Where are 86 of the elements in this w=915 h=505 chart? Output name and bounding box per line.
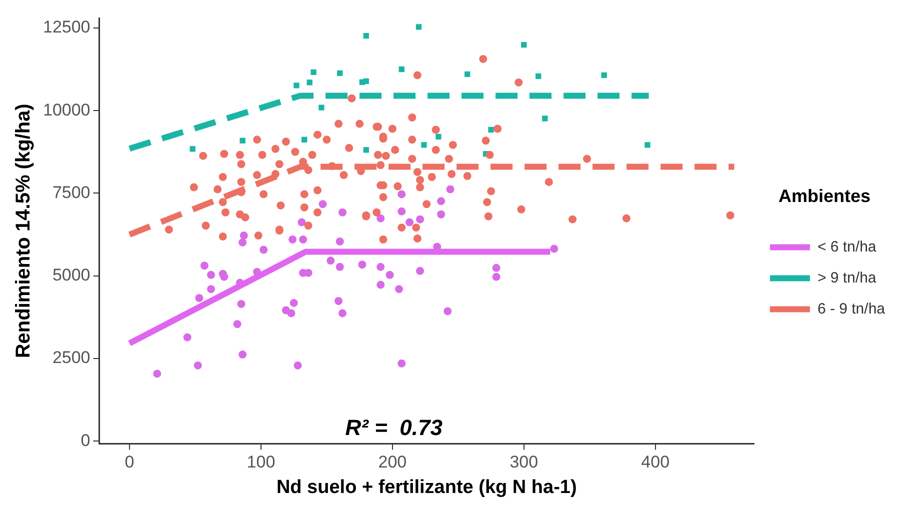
point bbox=[395, 285, 404, 294]
point bbox=[294, 82, 300, 88]
x-tick-label: 300 bbox=[510, 452, 538, 472]
y-tick-label: 0 bbox=[80, 430, 90, 450]
point bbox=[299, 235, 308, 244]
point bbox=[644, 142, 650, 148]
point bbox=[416, 266, 424, 275]
point bbox=[416, 215, 424, 224]
point bbox=[492, 264, 500, 272]
point bbox=[436, 134, 442, 140]
point bbox=[190, 146, 196, 152]
y-tick-label: 12500 bbox=[42, 18, 90, 37]
point bbox=[376, 214, 385, 222]
point bbox=[446, 185, 454, 194]
legend-title: Ambientes bbox=[778, 186, 870, 206]
point bbox=[318, 200, 327, 208]
point bbox=[310, 69, 316, 76]
point bbox=[238, 350, 247, 359]
point bbox=[306, 80, 312, 86]
point bbox=[260, 246, 268, 254]
point bbox=[195, 294, 204, 302]
point bbox=[338, 309, 346, 318]
y-axis-title: Rendimiento 14.5% (kg/ha) bbox=[12, 104, 35, 358]
point bbox=[298, 218, 306, 226]
point bbox=[492, 272, 500, 281]
point bbox=[240, 232, 248, 240]
point bbox=[302, 136, 308, 142]
point bbox=[318, 104, 324, 110]
point bbox=[238, 238, 247, 246]
point bbox=[207, 270, 216, 279]
point bbox=[237, 300, 246, 308]
x-tick-label: 400 bbox=[641, 452, 670, 472]
point bbox=[153, 370, 162, 378]
point bbox=[398, 207, 406, 216]
y-tick-label: 10000 bbox=[42, 100, 90, 120]
point bbox=[288, 235, 297, 244]
point bbox=[200, 262, 208, 270]
point bbox=[444, 307, 452, 316]
point bbox=[398, 190, 406, 198]
point bbox=[398, 66, 404, 72]
point bbox=[416, 24, 422, 30]
x-tick-label: 0 bbox=[124, 452, 134, 472]
point bbox=[406, 218, 414, 226]
legend-label: 6 - 9 tn/ha bbox=[817, 300, 886, 318]
y-tick-label: 5000 bbox=[52, 266, 90, 285]
point bbox=[601, 72, 607, 78]
point bbox=[207, 285, 216, 294]
point bbox=[220, 272, 228, 281]
point bbox=[287, 309, 296, 318]
annotation: R² = 0.73 bbox=[345, 414, 442, 440]
point bbox=[386, 270, 394, 279]
point bbox=[437, 197, 446, 206]
point bbox=[338, 208, 346, 216]
point bbox=[398, 359, 406, 368]
point bbox=[376, 262, 385, 271]
x-tick-label: 100 bbox=[246, 452, 276, 472]
x-tick-label: 200 bbox=[378, 452, 407, 472]
point bbox=[336, 262, 344, 271]
point bbox=[521, 42, 527, 48]
point bbox=[233, 320, 242, 328]
y-tick-label: 2500 bbox=[52, 348, 90, 368]
point bbox=[334, 296, 343, 305]
point bbox=[363, 147, 369, 153]
point bbox=[363, 33, 369, 39]
point bbox=[290, 298, 298, 307]
point bbox=[536, 73, 542, 80]
point bbox=[358, 260, 366, 269]
point bbox=[326, 256, 335, 265]
point bbox=[376, 280, 385, 289]
point bbox=[421, 142, 427, 148]
legend-label: > 9 tn/ha bbox=[817, 269, 877, 286]
point bbox=[194, 361, 202, 370]
point bbox=[437, 210, 446, 218]
legend-label: < 6 tn/ha bbox=[817, 238, 877, 256]
point bbox=[542, 116, 548, 122]
point bbox=[488, 126, 494, 133]
point bbox=[336, 237, 344, 246]
point bbox=[294, 361, 302, 370]
x-axis-title: Nd suelo + fertilizante (kg N ha-1) bbox=[276, 476, 577, 498]
point bbox=[550, 244, 558, 253]
point bbox=[183, 333, 192, 342]
y-tick-label: 7500 bbox=[52, 182, 90, 202]
point bbox=[363, 78, 369, 84]
point bbox=[464, 71, 470, 78]
point bbox=[240, 138, 246, 144]
point bbox=[337, 70, 343, 76]
